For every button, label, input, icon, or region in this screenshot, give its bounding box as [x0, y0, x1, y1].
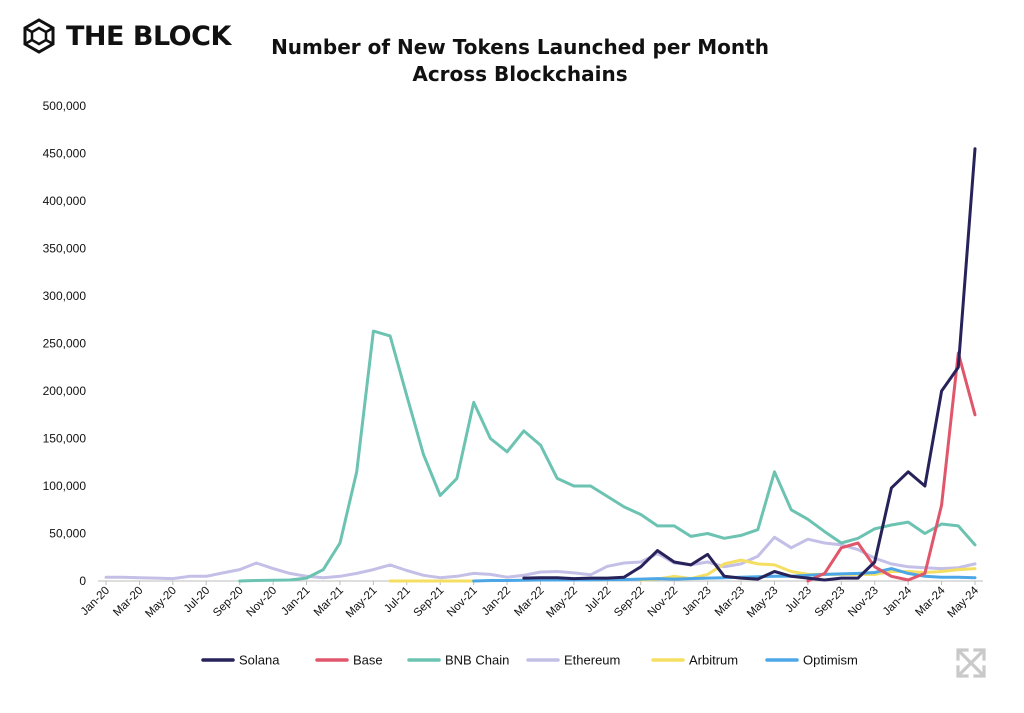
- x-tick-label: Jul-22: [583, 585, 614, 616]
- y-tick-label: 400,000: [43, 194, 87, 208]
- y-tick-label: 100,000: [43, 479, 87, 493]
- x-tick-label: Mar-20: [111, 585, 145, 619]
- x-tick-label: Sep-20: [211, 585, 246, 620]
- series-line-ethereum: [104, 535, 977, 581]
- legend-label-ethereum: Ethereum: [564, 653, 620, 668]
- x-tick-label: May-20: [143, 585, 179, 621]
- chart-title-line-2: Across Blockchains: [412, 62, 628, 86]
- y-tick-label: 50,000: [49, 527, 86, 541]
- x-tick-label: May-21: [344, 585, 380, 621]
- y-tick-label: 350,000: [43, 242, 87, 256]
- x-tick-label: May-22: [544, 585, 580, 621]
- y-tick-label: 250,000: [43, 337, 87, 351]
- legend-label-base: Base: [353, 653, 383, 668]
- x-tick-label: Jan-20: [79, 585, 112, 618]
- legend-label-optimism: Optimism: [803, 653, 858, 668]
- x-tick-label: Mar-24: [913, 584, 948, 619]
- x-tick-label: Jan-21: [279, 585, 312, 618]
- legend: Solana Base BNB Chain Ethereum Arbitrum Optim…: [201, 653, 858, 668]
- x-tick-label: Jan-24: [881, 584, 915, 618]
- x-tick-label: Sep-22: [612, 585, 647, 620]
- y-axis: 0 50,000 100,000 150,000 200,000 250,000 300,0…: [43, 99, 87, 588]
- series-line-solana: [522, 147, 977, 582]
- x-tick-label: Sep-21: [412, 585, 447, 620]
- x-tick-label: Mar-21: [312, 585, 346, 619]
- x-tick-label: Nov-20: [245, 585, 280, 620]
- brand-logo: THE BLOCK: [22, 16, 231, 56]
- x-tick-label: Mar-23: [713, 585, 747, 619]
- legend-label-solana: Solana: [239, 653, 280, 668]
- series-line-base: [806, 351, 977, 583]
- x-tick-label: Jan-23: [680, 585, 713, 618]
- x-tick-label: May-23: [745, 585, 781, 621]
- x-tick-label: Jul-23: [783, 585, 814, 616]
- series-line-bnb-chain: [238, 329, 977, 583]
- x-tick-label: Jul-21: [382, 585, 413, 616]
- y-tick-label: 500,000: [43, 99, 87, 113]
- x-tick-label: Nov-22: [646, 585, 681, 620]
- expand-arrows-icon[interactable]: [954, 646, 988, 680]
- x-tick-label: Mar-22: [512, 585, 546, 619]
- chart-title: Number of New Tokens Launched per Month …: [200, 34, 840, 88]
- legend-label-arbitrum: Arbitrum: [689, 653, 738, 668]
- chart-title-line-1: Number of New Tokens Launched per Month: [271, 35, 769, 59]
- series-layer: [104, 147, 977, 583]
- legend-label-bnb-chain: BNB Chain: [445, 653, 509, 668]
- y-tick-label: 150,000: [43, 432, 87, 446]
- y-tick-label: 300,000: [43, 289, 87, 303]
- x-tick-label: Nov-21: [445, 585, 480, 620]
- x-tick-label: Jul-20: [182, 585, 213, 616]
- x-tick-label: Nov-23: [846, 585, 881, 620]
- y-tick-label: 450,000: [43, 147, 87, 161]
- x-tick-label: Jan-22: [480, 585, 513, 618]
- brand-name: THE BLOCK: [66, 20, 231, 52]
- x-tick-label: Sep-23: [813, 585, 848, 620]
- y-tick-label: 200,000: [43, 384, 87, 398]
- cube-logo-icon: [23, 18, 55, 54]
- x-tick-label: May-24: [946, 584, 982, 620]
- y-tick-label: 0: [79, 574, 86, 588]
